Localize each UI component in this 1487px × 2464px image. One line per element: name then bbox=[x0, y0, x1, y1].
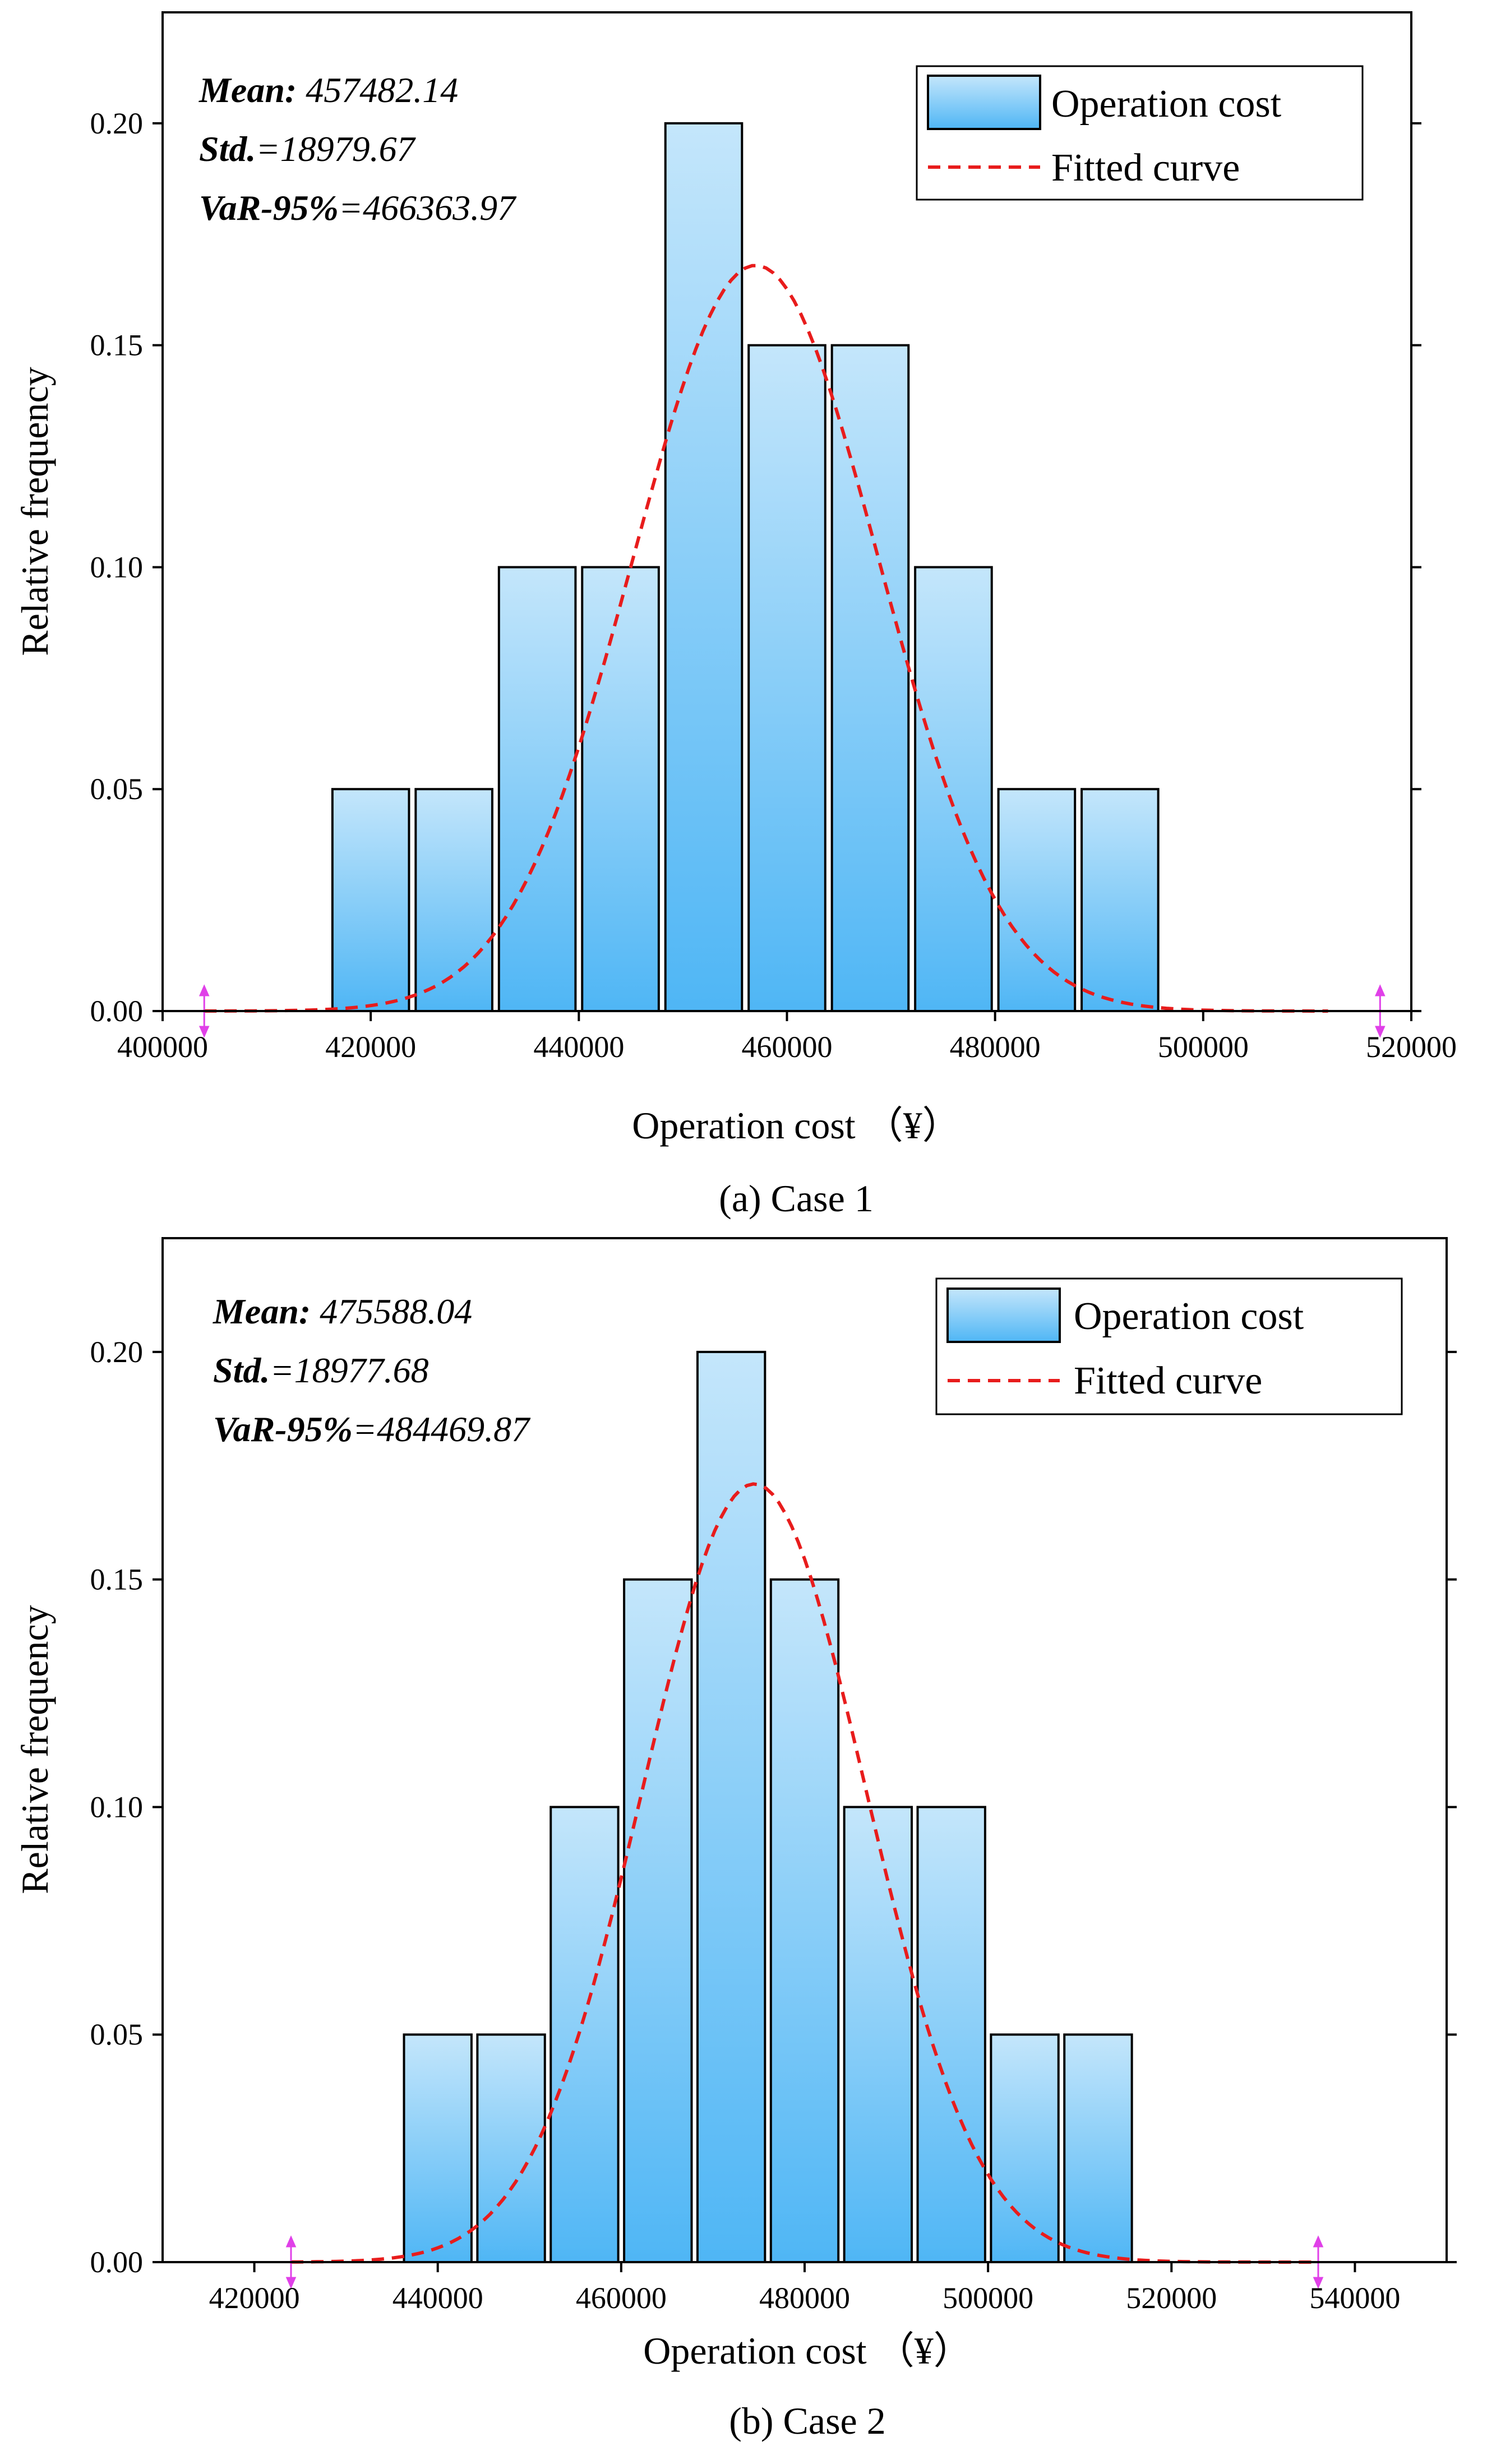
stat-mean-key-a: Mean: bbox=[198, 70, 297, 110]
x-tick-label-b-6: 540000 bbox=[1309, 2281, 1400, 2315]
bar-a-3 bbox=[497, 566, 577, 1012]
y-tick-label-a-2: 0.10 bbox=[90, 550, 144, 584]
bar-a-7 bbox=[830, 344, 910, 1013]
x-tick-label-b-2: 460000 bbox=[576, 2281, 667, 2315]
chart-panel-a: 0.000.050.100.150.20 400000 420000 440000 4… bbox=[13, 11, 1457, 1220]
legend-b: Operation cost Fitted curve bbox=[935, 1277, 1403, 1415]
range-marker-b-1 bbox=[285, 2235, 297, 2289]
bar-a-10 bbox=[1080, 788, 1160, 1012]
y-tick-label-b-4: 0.20 bbox=[90, 1335, 144, 1369]
y-tick-label-a-3: 0.15 bbox=[90, 329, 144, 362]
caption-a: (a) Case 1 bbox=[719, 1177, 874, 1220]
stats-annotation-b: Mean: 475588.04 Std.=18977.68 VaR-95%=48… bbox=[213, 1291, 531, 1449]
x-tick-label-a-6: 520000 bbox=[1366, 1030, 1457, 1064]
bar-b-1 bbox=[403, 2033, 473, 2263]
y-tick-label-b-3: 0.15 bbox=[90, 1563, 144, 1596]
legend-curve-label-a: Fitted curve bbox=[1051, 146, 1240, 190]
legend-curve-label-b: Fitted curve bbox=[1074, 1359, 1262, 1402]
stats-annotation-a: Mean: 457482.14 Std.=18979.67 VaR-95%=46… bbox=[198, 70, 517, 228]
x-ticks-a: 400000 420000 440000 460000 480000 500000 5200… bbox=[117, 1011, 1457, 1064]
stat-std-value-b: =18977.68 bbox=[270, 1350, 428, 1390]
stat-std-value-a: =18979.67 bbox=[256, 129, 416, 169]
bar-a-1 bbox=[331, 788, 410, 1012]
bars-a bbox=[331, 122, 1160, 1013]
stat-mean-value-b: 475588.04 bbox=[311, 1291, 472, 1331]
x-ticks-b: 420000 440000 460000 480000 500000 520000 5400… bbox=[209, 2262, 1400, 2315]
svg-text:Mean: 457482.14: Mean: 457482.14 bbox=[198, 70, 458, 110]
stat-var-key-b: VaR-95% bbox=[213, 1409, 353, 1449]
legend-a: Operation cost Fitted curve bbox=[916, 65, 1364, 201]
bar-b-4 bbox=[623, 1578, 693, 2264]
y-axis-label-b: Relative frequency bbox=[13, 1605, 56, 1894]
x-tick-label-a-2: 440000 bbox=[533, 1030, 624, 1064]
svg-text:Std.=18979.67: Std.=18979.67 bbox=[199, 129, 417, 169]
y-tick-label-a-0: 0.00 bbox=[90, 994, 144, 1028]
bar-a-9 bbox=[997, 788, 1077, 1012]
stat-mean-key-b: Mean: bbox=[213, 1291, 311, 1331]
stat-mean-value-a: 457482.14 bbox=[297, 70, 458, 110]
x-tick-label-a-0: 400000 bbox=[117, 1030, 208, 1064]
bar-b-3 bbox=[549, 1806, 620, 2263]
stat-std-key-a: Std. bbox=[199, 129, 256, 169]
bar-b-8 bbox=[916, 1806, 986, 2263]
bar-a-6 bbox=[747, 344, 826, 1013]
bar-a-4 bbox=[581, 566, 660, 1012]
caption-b: (b) Case 2 bbox=[729, 2400, 885, 2442]
y-ticks-b: 0.00 0.05 0.10 0.15 0.20 bbox=[90, 1335, 1457, 2279]
y-tick-label-b-2: 0.10 bbox=[90, 1790, 144, 1824]
bar-a-2 bbox=[414, 788, 493, 1012]
legend-bar-swatch-a bbox=[927, 75, 1041, 130]
stat-std-key-b: Std. bbox=[213, 1350, 270, 1390]
svg-text:Std.=18977.68: Std.=18977.68 bbox=[213, 1350, 429, 1390]
x-axis-label-b: Operation cost （¥） bbox=[643, 2329, 971, 2372]
bar-b-7 bbox=[843, 1806, 913, 2263]
fitted-curve-a bbox=[204, 264, 1328, 1013]
x-tick-label-b-4: 500000 bbox=[943, 2281, 1033, 2315]
y-axis-label-a: Relative frequency bbox=[13, 367, 56, 656]
x-tick-label-a-1: 420000 bbox=[325, 1030, 416, 1064]
bar-b-5 bbox=[696, 1350, 766, 2263]
x-tick-label-b-0: 420000 bbox=[209, 2281, 300, 2315]
x-tick-label-a-4: 480000 bbox=[950, 1030, 1041, 1064]
bar-a-5 bbox=[664, 122, 744, 1012]
x-tick-label-b-3: 480000 bbox=[759, 2281, 850, 2315]
bar-b-9 bbox=[990, 2033, 1060, 2263]
range-marker-a-2 bbox=[1375, 984, 1386, 1038]
y-ticks-a: 0.00 0.05 0.10 0.15 0.20 bbox=[90, 107, 1421, 1028]
bar-a-8 bbox=[914, 566, 993, 1012]
x-axis-label-a: Operation cost （¥） bbox=[632, 1104, 960, 1147]
bar-b-10 bbox=[1063, 2033, 1133, 2263]
legend-bars-label-b: Operation cost bbox=[1074, 1295, 1304, 1338]
svg-text:VaR-95%=484469.87: VaR-95%=484469.87 bbox=[213, 1409, 531, 1449]
x-tick-label-a-3: 460000 bbox=[742, 1030, 833, 1064]
y-tick-label-b-0: 0.00 bbox=[90, 2245, 144, 2279]
y-tick-label-a-1: 0.05 bbox=[90, 772, 144, 806]
fitted-curve-b bbox=[291, 1482, 1318, 2264]
stat-var-value-b: =484469.87 bbox=[353, 1409, 531, 1449]
stat-var-key-a: VaR-95% bbox=[199, 188, 339, 228]
legend-bars-label-a: Operation cost bbox=[1051, 82, 1282, 126]
svg-text:Mean: 475588.04: Mean: 475588.04 bbox=[213, 1291, 472, 1331]
x-tick-label-a-5: 500000 bbox=[1158, 1030, 1249, 1064]
x-tick-label-b-5: 520000 bbox=[1126, 2281, 1217, 2315]
svg-text:VaR-95%=466363.97: VaR-95%=466363.97 bbox=[199, 188, 517, 228]
stat-var-value-a: =466363.97 bbox=[339, 188, 517, 228]
chart-panel-b: 0.000.050.100.150.20 420000 440000 460000 4… bbox=[13, 1237, 1457, 2442]
y-tick-label-b-1: 0.05 bbox=[90, 2018, 144, 2051]
x-tick-label-b-1: 440000 bbox=[392, 2281, 483, 2315]
y-tick-label-a-4: 0.20 bbox=[90, 107, 144, 140]
bar-b-6 bbox=[769, 1578, 840, 2264]
legend-bar-swatch-b bbox=[946, 1288, 1061, 1343]
